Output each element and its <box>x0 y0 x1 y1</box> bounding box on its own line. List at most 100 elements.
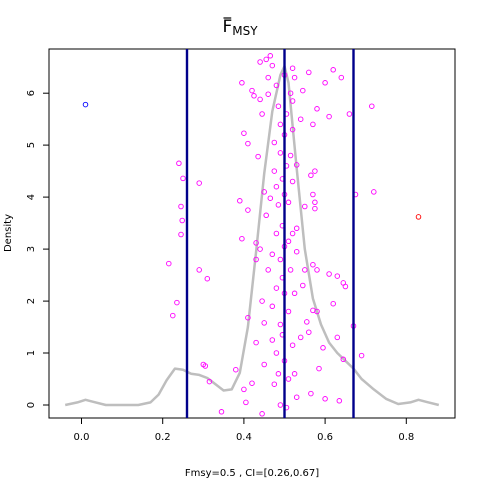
data-point <box>336 398 343 404</box>
y-axis-label: Density <box>3 214 14 252</box>
title-main: F <box>222 17 232 37</box>
data-point <box>275 371 282 377</box>
data-point <box>334 273 341 279</box>
data-point <box>176 160 182 167</box>
data-point <box>300 87 306 94</box>
data-point <box>338 74 345 81</box>
data-point <box>275 202 282 208</box>
data-point <box>310 261 316 268</box>
data-point <box>287 152 294 159</box>
data-point <box>340 356 347 363</box>
data-point <box>308 172 314 179</box>
y-axis: 0 1 2 3 4 5 6 <box>26 90 49 408</box>
data-point <box>273 183 280 190</box>
data-point <box>297 116 304 122</box>
data-point <box>314 267 320 273</box>
data-point <box>291 371 298 377</box>
data-point <box>306 329 312 335</box>
x-axis: 0.0 0.2 0.4 0.6 0.8 <box>74 418 414 443</box>
data-point <box>371 189 377 195</box>
data-point <box>322 80 328 86</box>
data-point <box>261 320 267 326</box>
data-point <box>245 207 251 213</box>
data-point <box>178 231 184 238</box>
data-point <box>312 199 318 206</box>
data-point <box>178 203 184 210</box>
data-point <box>239 235 245 242</box>
data-point <box>369 103 375 109</box>
data-point-outlier <box>415 214 422 220</box>
data-point <box>277 402 284 408</box>
data-point <box>287 90 294 96</box>
y-tick-label: 1 <box>26 350 37 356</box>
density-curve-layer <box>64 64 440 407</box>
data-point <box>316 365 322 372</box>
density-curve <box>64 64 440 407</box>
data-point <box>334 334 341 341</box>
data-point <box>277 321 284 328</box>
data-point <box>330 300 336 307</box>
data-point <box>249 380 255 386</box>
data-point <box>358 352 365 359</box>
data-point <box>312 168 318 174</box>
data-point <box>269 251 276 258</box>
y-tick-label: 3 <box>26 246 37 252</box>
data-point <box>180 175 186 182</box>
data-point <box>218 409 225 415</box>
data-point <box>273 285 280 291</box>
data-point <box>196 180 202 186</box>
data-point-highlight <box>82 101 89 108</box>
data-point <box>237 198 243 204</box>
data-point <box>245 314 251 321</box>
data-point <box>249 87 255 94</box>
data-point <box>273 230 280 237</box>
data-point <box>330 67 336 73</box>
data-point <box>291 290 298 297</box>
data-point <box>257 246 263 252</box>
data-point <box>312 205 318 212</box>
data-point <box>302 267 308 273</box>
data-point <box>251 93 257 99</box>
data-point <box>326 113 332 120</box>
data-point <box>314 106 320 112</box>
x-tick-label: 0.8 <box>398 432 414 443</box>
data-point <box>271 139 278 146</box>
y-tick-label: 6 <box>26 90 37 96</box>
data-point <box>196 267 202 273</box>
data-point <box>302 203 308 210</box>
data-point <box>271 381 278 387</box>
data-point <box>277 121 284 128</box>
data-point <box>273 82 280 89</box>
data-point <box>287 267 294 273</box>
data-point <box>202 363 209 369</box>
data-point <box>289 98 296 104</box>
data-point <box>291 74 298 81</box>
data-point <box>265 267 271 273</box>
data-point <box>326 271 332 277</box>
data-point <box>293 225 300 232</box>
data-point <box>259 298 265 304</box>
data-point <box>289 178 296 185</box>
data-point <box>289 230 296 237</box>
data-point <box>204 275 211 282</box>
data-point <box>293 162 300 168</box>
data-point <box>306 69 312 76</box>
data-point <box>263 212 269 219</box>
data-point <box>263 56 269 63</box>
data-point <box>267 195 274 201</box>
data-point <box>267 53 274 59</box>
data-point <box>277 150 284 156</box>
y-tick-label: 2 <box>26 298 37 304</box>
data-point <box>289 65 296 71</box>
plot-frame <box>48 48 456 419</box>
data-point <box>253 240 259 246</box>
data-point <box>271 168 278 174</box>
x-tick-label: 0.6 <box>317 432 333 443</box>
data-point <box>322 396 328 402</box>
data-point <box>293 248 300 255</box>
data-point <box>259 411 265 417</box>
data-point <box>174 299 180 306</box>
data-point <box>265 91 271 97</box>
data-point <box>257 59 263 65</box>
